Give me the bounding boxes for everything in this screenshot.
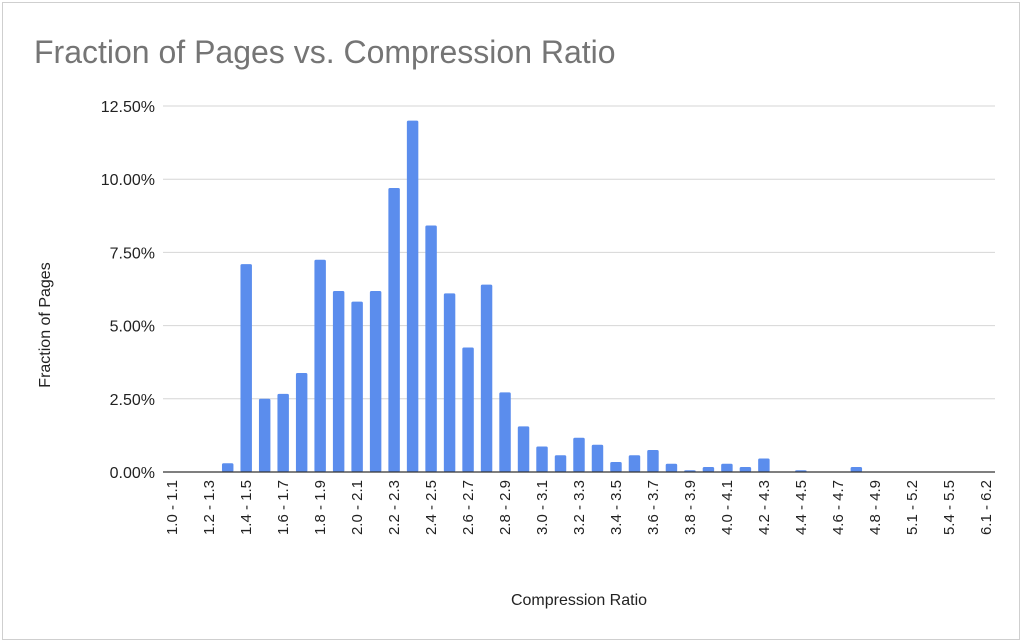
x-tick-label: 4.0 - 4.1 bbox=[719, 480, 736, 535]
bar bbox=[702, 467, 715, 472]
y-tick-label: 10.00% bbox=[101, 172, 155, 189]
x-tick-label: 1.6 - 1.7 bbox=[275, 480, 292, 535]
x-tick-label: 2.0 - 2.1 bbox=[349, 480, 366, 535]
x-tick-label: 2.4 - 2.5 bbox=[423, 480, 440, 535]
bar bbox=[665, 463, 678, 472]
x-tick-label: 4.6 - 4.7 bbox=[830, 480, 847, 535]
bar bbox=[628, 455, 641, 472]
bar bbox=[517, 426, 530, 472]
x-tick-label: 3.6 - 3.7 bbox=[645, 480, 662, 535]
bar bbox=[277, 393, 289, 472]
bar bbox=[758, 458, 770, 472]
bar bbox=[443, 293, 456, 472]
bar bbox=[258, 398, 271, 472]
bar bbox=[425, 225, 437, 472]
bars bbox=[221, 120, 863, 472]
bar bbox=[647, 450, 659, 472]
x-tick-label: 2.6 - 2.7 bbox=[460, 480, 477, 535]
y-tick-label: 12.50% bbox=[101, 99, 155, 116]
x-axis-ticks: 1.0 - 1.1 1.2 - 1.3 1.4 - 1.5 1.6 - 1.7 1.8 … bbox=[164, 480, 995, 535]
bar bbox=[314, 259, 326, 472]
y-tick-label: 7.50% bbox=[110, 245, 155, 262]
x-tick-label: 1.0 - 1.1 bbox=[164, 480, 181, 535]
bar bbox=[332, 291, 345, 472]
bar bbox=[369, 291, 382, 472]
bar bbox=[739, 467, 752, 472]
bar bbox=[610, 462, 622, 472]
x-tick-label: 4.4 - 4.5 bbox=[793, 480, 810, 535]
bar bbox=[536, 446, 548, 472]
x-tick-label: 5.4 - 5.5 bbox=[941, 480, 958, 535]
x-tick-label: 3.4 - 3.5 bbox=[608, 480, 625, 535]
x-tick-label: 6.1 - 6.2 bbox=[978, 480, 995, 535]
bar bbox=[554, 455, 567, 472]
bar bbox=[406, 120, 419, 472]
bar bbox=[295, 373, 308, 472]
x-tick-label: 3.8 - 3.9 bbox=[682, 480, 699, 535]
bar bbox=[480, 284, 493, 472]
bar bbox=[721, 463, 733, 472]
chart-title: Fraction of Pages vs. Compression Ratio bbox=[34, 34, 616, 70]
bar bbox=[240, 264, 252, 472]
y-tick-label: 2.50% bbox=[110, 392, 155, 409]
y-tick-label: 0.00% bbox=[110, 465, 155, 482]
y-axis-label: Fraction of Pages bbox=[37, 262, 54, 387]
x-tick-label: 2.2 - 2.3 bbox=[386, 480, 403, 535]
bar bbox=[850, 467, 863, 472]
grid-lines bbox=[163, 105, 995, 400]
bar bbox=[573, 437, 585, 472]
bar bbox=[499, 392, 511, 472]
bar bbox=[591, 444, 604, 472]
x-axis-label: Compression Ratio bbox=[511, 592, 647, 609]
x-tick-label: 1.2 - 1.3 bbox=[201, 480, 218, 535]
y-axis-ticks: 0.00% 2.50% 5.00% 7.50% 10.00% 12.50% bbox=[101, 99, 155, 482]
y-tick-label: 5.00% bbox=[110, 319, 155, 336]
bar bbox=[221, 463, 234, 472]
x-tick-label: 2.8 - 2.9 bbox=[497, 480, 514, 535]
bar bbox=[388, 187, 400, 472]
x-tick-label: 4.2 - 4.3 bbox=[756, 480, 773, 535]
x-tick-label: 3.2 - 3.3 bbox=[571, 480, 588, 535]
x-tick-label: 1.4 - 1.5 bbox=[238, 480, 255, 535]
x-tick-label: 5.1 - 5.2 bbox=[904, 480, 921, 535]
x-tick-label: 4.8 - 4.9 bbox=[867, 480, 884, 535]
x-tick-label: 1.8 - 1.9 bbox=[312, 480, 329, 535]
bar bbox=[351, 301, 363, 472]
x-tick-label: 3.0 - 3.1 bbox=[534, 480, 551, 535]
bar bbox=[462, 347, 474, 472]
